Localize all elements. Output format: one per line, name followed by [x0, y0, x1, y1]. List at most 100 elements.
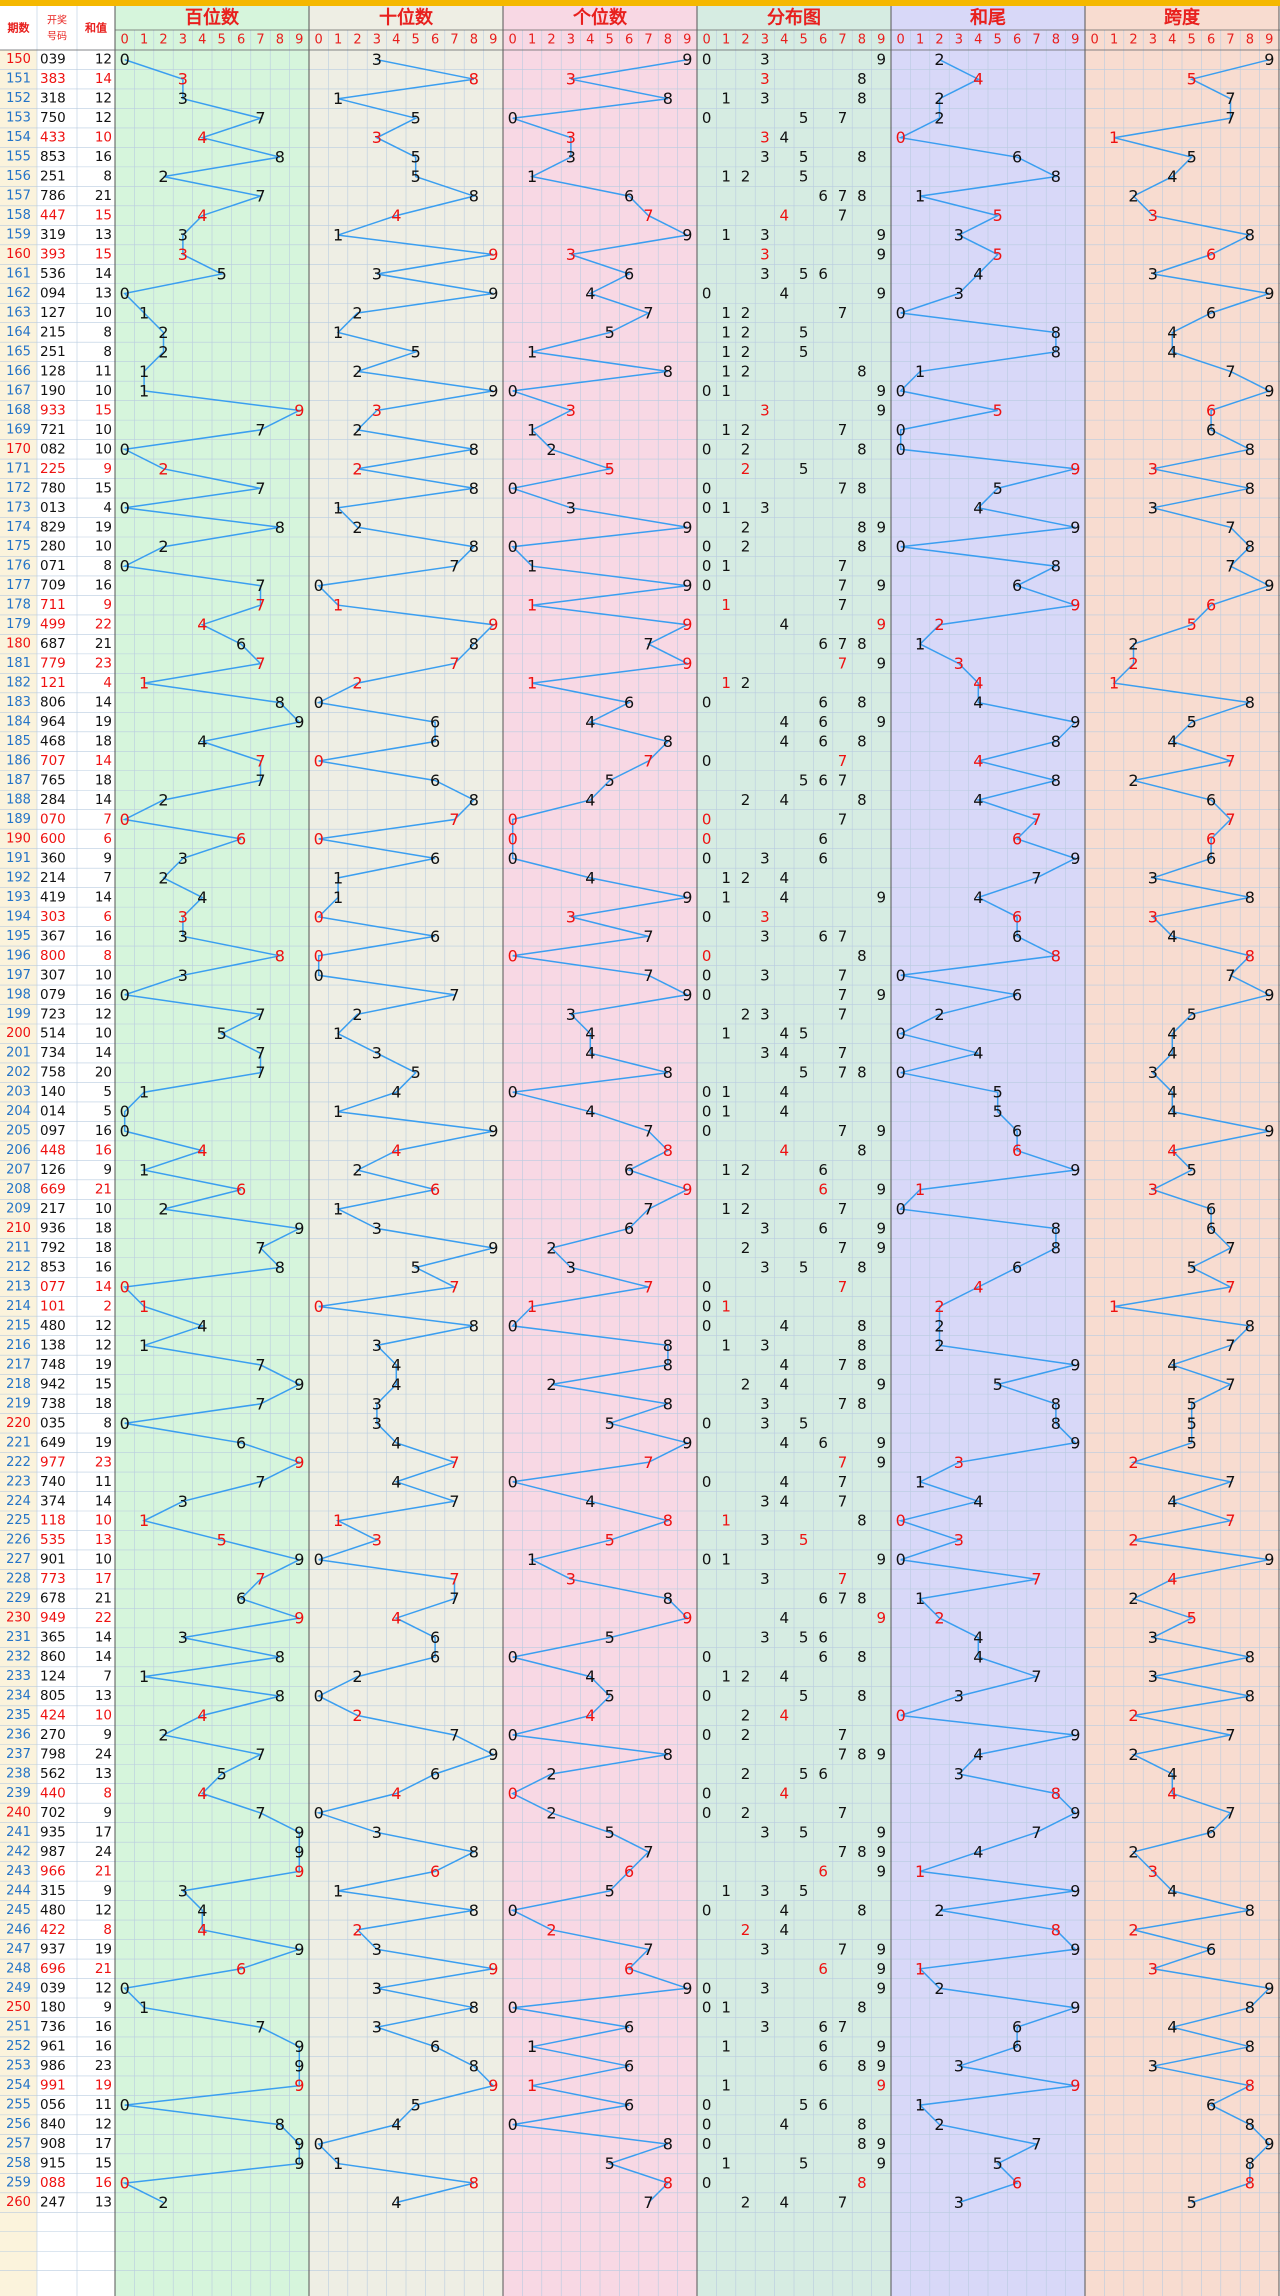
mark-tens: 9: [488, 1239, 498, 1258]
mark-units: 4: [585, 1102, 595, 1121]
mark-hundreds: 3: [178, 89, 188, 108]
mark-hundreds: 7: [255, 1044, 265, 1063]
mark-tens: 8: [469, 635, 479, 654]
number-cell: 987: [40, 1844, 66, 1860]
digit-header: 7: [644, 33, 652, 48]
mark-hundreds: 6: [236, 1959, 246, 1978]
mark-sum-tail: 3: [954, 2193, 964, 2212]
mark-span: 7: [1225, 966, 1235, 985]
mark-tens: 1: [333, 596, 343, 615]
mark-distribution: 8: [857, 791, 867, 809]
sum-cell: 11: [95, 2097, 112, 2113]
mark-distribution: 3: [760, 499, 770, 517]
mark-span: 2: [1128, 1745, 1138, 1764]
mark-hundreds: 8: [275, 1648, 285, 1667]
mark-tens: 6: [430, 1628, 440, 1647]
period-cell: 199: [6, 1007, 31, 1022]
period-cell: 158: [6, 208, 31, 223]
mark-units: 9: [682, 888, 692, 907]
mark-units: 7: [643, 1200, 653, 1219]
sum-cell: 9: [103, 1883, 112, 1899]
mark-units: 5: [605, 1628, 615, 1647]
period-cell: 257: [6, 2137, 31, 2152]
mark-units: 3: [566, 498, 576, 517]
mark-span: 7: [1225, 1277, 1235, 1296]
mark-tens: 9: [488, 245, 498, 264]
mark-distribution: 3: [760, 265, 770, 283]
mark-span: 3: [1148, 1063, 1158, 1082]
sum-cell: 6: [103, 831, 112, 847]
number-cell: 915: [40, 2156, 66, 2172]
mark-units: 6: [624, 1959, 634, 1978]
mark-distribution: 7: [838, 596, 848, 614]
mark-span: 5: [1187, 1258, 1197, 1277]
number-header-line2: 号码: [47, 31, 67, 43]
mark-distribution: 6: [818, 927, 828, 945]
mark-hundreds: 5: [217, 265, 227, 284]
sum-cell: 17: [95, 1824, 112, 1840]
mark-sum-tail: 4: [973, 790, 983, 809]
mark-distribution: 1: [721, 1103, 731, 1121]
mark-tens: 3: [372, 1394, 382, 1413]
period-cell: 174: [6, 520, 31, 535]
number-cell: 094: [40, 286, 66, 302]
period-cell: 166: [6, 364, 31, 379]
mark-sum-tail: 2: [934, 615, 944, 634]
number-cell: 284: [40, 792, 66, 808]
mark-tens: 1: [333, 323, 343, 342]
mark-distribution: 0: [702, 1103, 712, 1121]
mark-tens: 5: [411, 148, 421, 167]
mark-hundreds: 4: [197, 1784, 207, 1803]
mark-hundreds: 1: [139, 1511, 149, 1530]
mark-sum-tail: 0: [896, 420, 906, 439]
mark-units: 6: [624, 187, 634, 206]
mark-sum-tail: 2: [934, 1979, 944, 1998]
sum-cell: 10: [95, 1513, 112, 1529]
mark-distribution: 5: [799, 109, 809, 127]
mark-distribution: 1: [721, 1161, 731, 1179]
mark-span: 8: [1245, 440, 1255, 459]
number-cell: 736: [40, 2019, 66, 2035]
number-cell: 365: [40, 1630, 66, 1646]
mark-tens: 5: [411, 1258, 421, 1277]
mark-tens: 5: [411, 1063, 421, 1082]
mark-distribution: 1: [721, 421, 731, 439]
mark-distribution: 7: [838, 577, 848, 595]
mark-distribution: 8: [857, 1590, 867, 1608]
number-cell: 056: [40, 2097, 66, 2113]
mark-tens: 8: [469, 537, 479, 556]
mark-distribution: 8: [857, 1395, 867, 1413]
mark-distribution: 4: [780, 1434, 790, 1452]
sum-cell: 19: [95, 1941, 112, 1957]
mark-units: 0: [508, 1901, 518, 1920]
mark-hundreds: 9: [294, 1550, 304, 1569]
mark-tens: 0: [314, 907, 324, 926]
sum-cell: 12: [95, 1902, 112, 1918]
mark-distribution: 8: [857, 947, 867, 965]
mark-span: 8: [1245, 1316, 1255, 1335]
number-cell: 707: [40, 753, 66, 769]
mark-hundreds: 7: [255, 596, 265, 615]
mark-units: 3: [566, 128, 576, 147]
mark-distribution: 9: [877, 1746, 887, 1764]
digit-header: 4: [780, 33, 788, 48]
period-cell: 228: [6, 1572, 31, 1587]
mark-distribution: 6: [818, 1590, 828, 1608]
mark-span: 9: [1264, 1122, 1274, 1141]
mark-sum-tail: 7: [1031, 868, 1041, 887]
digit-header: 7: [838, 33, 846, 48]
sum-cell: 17: [95, 1571, 112, 1587]
sum-cell: 4: [103, 675, 112, 691]
mark-distribution: 3: [760, 129, 770, 147]
mark-tens: 1: [333, 1200, 343, 1219]
mark-tens: 0: [314, 752, 324, 771]
digit-header: 1: [916, 33, 924, 48]
mark-distribution: 2: [741, 168, 751, 186]
mark-distribution: 8: [857, 518, 867, 536]
mark-span: 5: [1187, 713, 1197, 732]
number-cell: 942: [40, 1376, 66, 1392]
mark-distribution: 3: [760, 1940, 770, 1958]
mark-span: 6: [1206, 1200, 1216, 1219]
digit-header: 1: [1110, 33, 1118, 48]
number-cell: 280: [40, 539, 66, 555]
